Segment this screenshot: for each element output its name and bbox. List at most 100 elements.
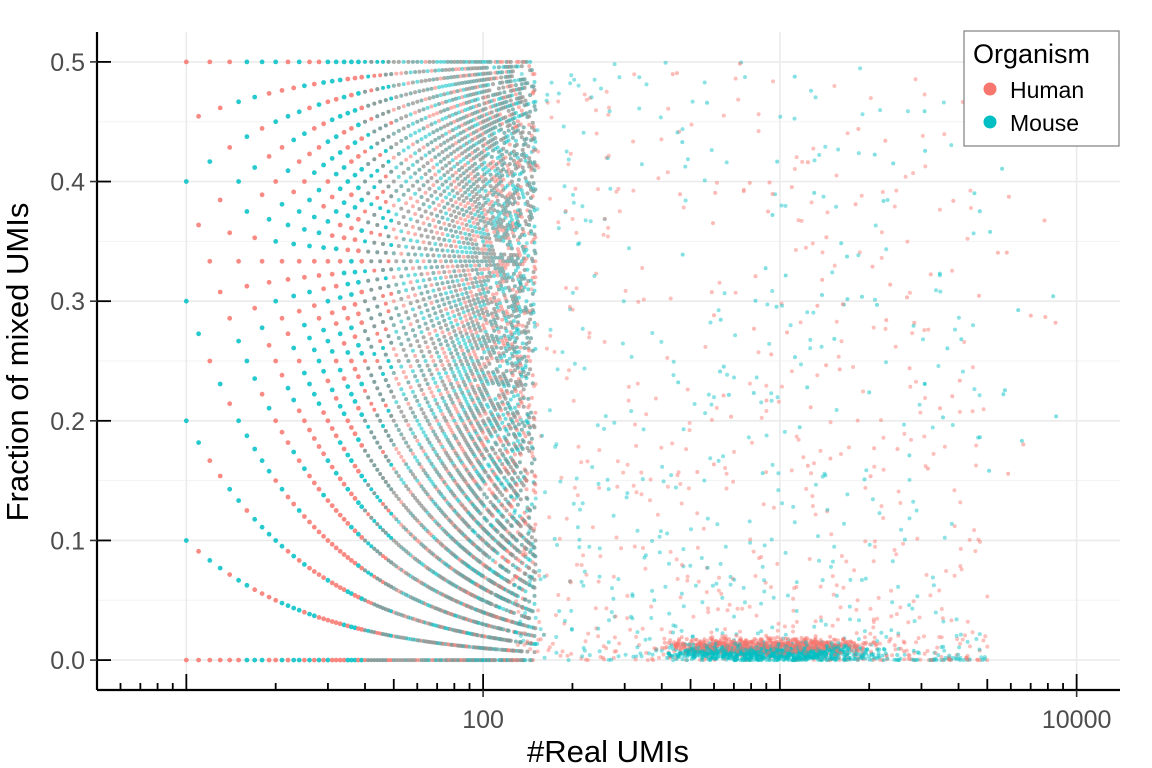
mixed-point	[401, 503, 406, 507]
mixed-point	[401, 104, 406, 109]
mixed-point	[259, 458, 265, 464]
mixed-point	[337, 440, 343, 445]
mixed-point	[461, 296, 466, 301]
mixed-point	[447, 145, 452, 150]
mixed-point	[375, 304, 380, 309]
mixed-point	[477, 251, 482, 256]
mixed-point	[475, 246, 480, 251]
mixed-point	[349, 524, 354, 530]
mixed-point	[273, 119, 279, 125]
mixed-point	[486, 267, 491, 271]
mixed-point	[471, 323, 476, 328]
mixed-point	[487, 464, 492, 469]
mixed-point	[458, 330, 463, 335]
mixed-point	[356, 437, 361, 443]
mixed-point	[345, 418, 351, 424]
mixed-point	[391, 251, 396, 256]
mixed-point	[386, 334, 391, 339]
mixed-point	[372, 296, 377, 301]
mixed-point	[401, 392, 406, 397]
mixed-point	[429, 68, 434, 73]
mixed-point	[273, 59, 279, 65]
mixed-point	[352, 334, 358, 340]
mixed-point	[337, 585, 343, 590]
mixed-point	[406, 487, 411, 492]
mixed-point	[349, 391, 354, 397]
mixed-point	[408, 490, 413, 495]
mixed-point	[440, 395, 445, 400]
mixed-point	[366, 162, 371, 166]
mixed-point	[488, 296, 493, 301]
mixed-point	[404, 397, 409, 402]
mixed-point	[399, 251, 404, 256]
mixed-point	[406, 124, 411, 128]
mixed-point	[410, 286, 415, 291]
mixed-point	[440, 379, 445, 384]
mixed-point	[375, 576, 380, 581]
mixed-point	[483, 235, 488, 240]
mixed-point	[291, 137, 297, 143]
mixed-point	[457, 369, 462, 374]
mixed-point	[431, 77, 436, 82]
mixed-point	[381, 137, 385, 142]
mixed-point	[495, 273, 500, 278]
mixed-point	[493, 407, 498, 412]
mixed-point	[391, 347, 396, 351]
mixed-point	[467, 272, 472, 277]
mixed-point	[474, 330, 479, 335]
mixed-point	[413, 414, 418, 419]
mixed-point	[433, 259, 438, 264]
mixed-point	[386, 134, 391, 139]
mixed-point	[341, 129, 347, 135]
mixed-point	[419, 465, 424, 470]
mixed-point	[311, 436, 317, 441]
mixed-point	[431, 376, 436, 381]
mixed-point	[421, 411, 426, 416]
mixed-point	[329, 194, 335, 200]
mixed-point	[447, 362, 452, 367]
mixed-point	[333, 657, 339, 663]
mixed-point	[207, 558, 213, 563]
mixed-point	[341, 622, 347, 628]
mixed-point	[366, 366, 371, 371]
mixed-point	[349, 258, 354, 264]
mixed-point	[437, 118, 441, 123]
mixed-point	[474, 267, 479, 272]
mixed-point	[417, 69, 422, 74]
mixed-point	[413, 90, 418, 95]
mixed-point	[433, 294, 438, 298]
mixed-point	[415, 339, 420, 344]
mixed-point	[482, 279, 487, 283]
mixed-point	[363, 658, 367, 663]
mixed-point	[408, 448, 413, 453]
mixed-point	[337, 548, 343, 554]
mixed-point	[486, 232, 491, 237]
mixed-point	[406, 252, 411, 257]
mixed-point	[359, 596, 365, 602]
mixed-point	[266, 154, 272, 159]
mixed-point	[487, 236, 492, 241]
mixed-point	[406, 487, 411, 492]
mixed-point	[259, 591, 265, 596]
mixed-point	[483, 247, 488, 252]
mixed-point	[495, 166, 500, 171]
mixed-point	[445, 91, 450, 96]
mixed-point	[378, 73, 383, 78]
mixed-point	[406, 359, 411, 363]
mixed-point	[484, 495, 489, 500]
mixed-point	[433, 68, 438, 73]
mixed-point	[431, 359, 436, 363]
mixed-point	[423, 340, 428, 345]
mixed-point	[404, 223, 409, 227]
mixed-point	[421, 354, 426, 359]
mixed-point	[406, 59, 411, 64]
mixed-point	[285, 59, 291, 65]
mixed-point	[450, 370, 455, 375]
mixed-point	[252, 235, 258, 241]
mixed-point	[442, 383, 447, 388]
mixed-point	[494, 442, 499, 447]
mixed-point	[410, 431, 415, 436]
mixed-point	[447, 285, 452, 290]
mixed-point	[452, 374, 457, 378]
mixed-point	[473, 212, 478, 217]
